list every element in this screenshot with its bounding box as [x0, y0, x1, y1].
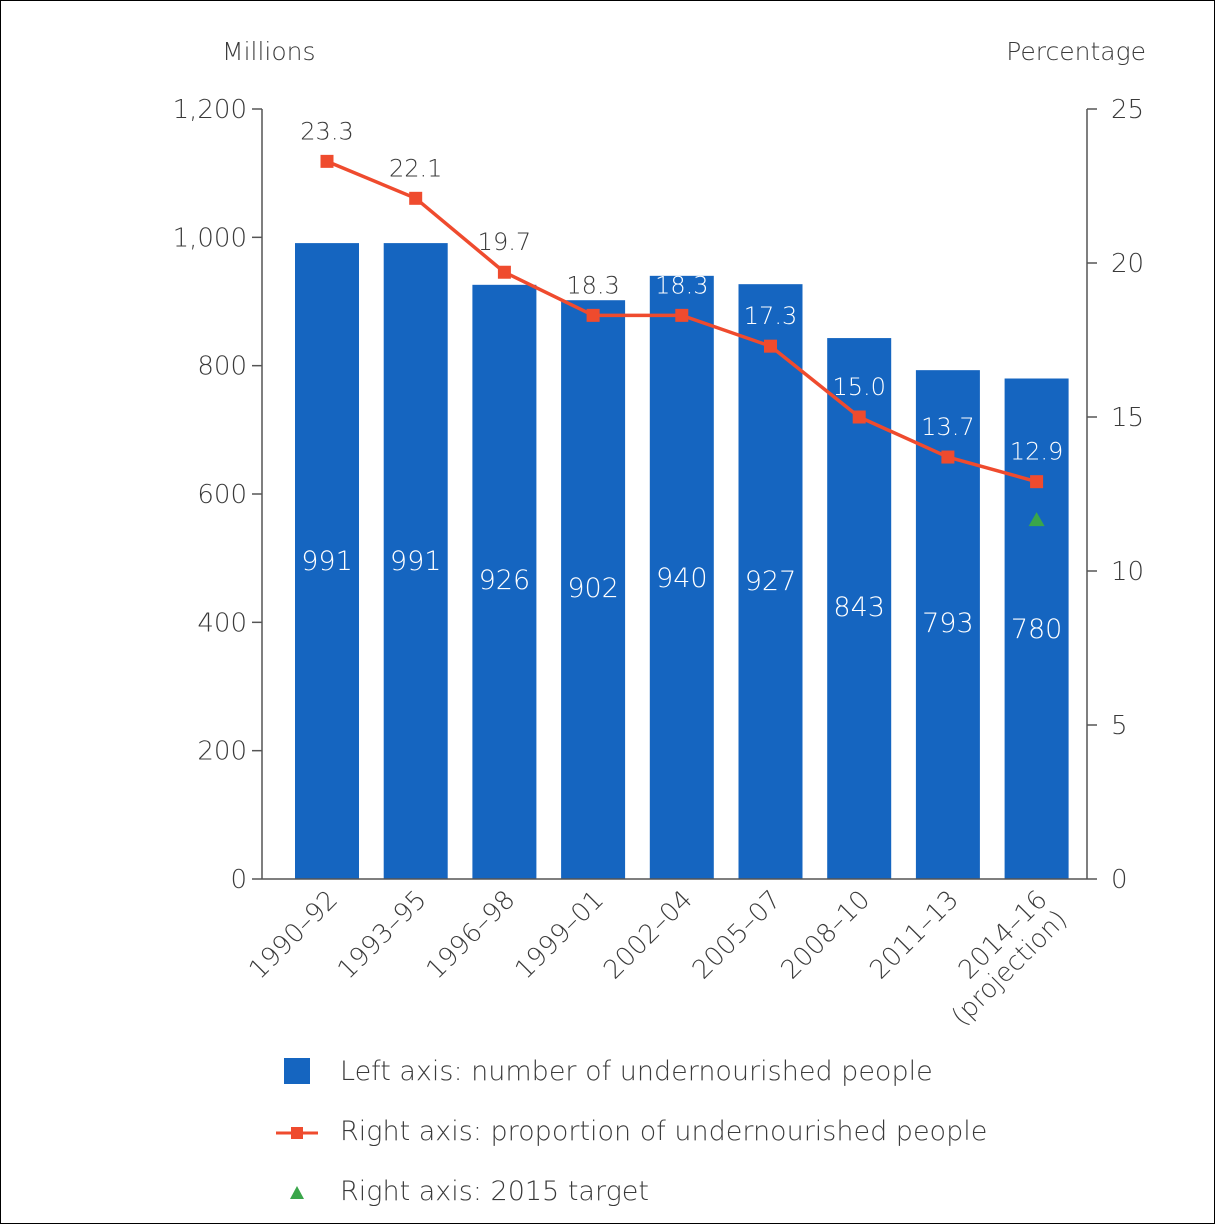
- x-axis-category-label: 1990–92: [243, 885, 344, 986]
- right-axis-tick-label: 15: [1111, 403, 1144, 433]
- legend-target-label: Right axis: 2015 target: [340, 1176, 649, 1207]
- bar-value-label: 927: [745, 566, 797, 597]
- proportion-value-label: 17.3: [744, 302, 797, 330]
- bar: [383, 243, 448, 879]
- proportion-value-label: 19.7: [478, 228, 531, 256]
- bars-group: [295, 243, 1069, 880]
- bar: [738, 284, 803, 879]
- x-axis-category-label-line: 1990–92: [243, 885, 344, 986]
- proportion-point: [764, 339, 777, 353]
- x-axis-category-label-line: 1999–01: [509, 885, 610, 986]
- proportion-value-label: 15.0: [832, 373, 885, 401]
- proportion-point: [320, 154, 334, 168]
- x-axis-category-label-line: 2008–10: [776, 885, 877, 986]
- x-axis-category-label: 1996–98: [421, 885, 522, 986]
- left-axis-title: Millions: [222, 37, 316, 66]
- proportion-point: [1030, 475, 1044, 489]
- legend-bar-label: Left axis: number of undernourished peop…: [340, 1056, 933, 1087]
- left-axis-tick-label: 600: [197, 480, 247, 510]
- line-series-group: [320, 154, 1045, 527]
- right-axis-tick-label: 5: [1111, 711, 1128, 741]
- bar-value-label: 991: [301, 546, 353, 577]
- left-axis-tick-label: 1,000: [173, 223, 247, 253]
- x-axis-category-label: 2005–07: [687, 885, 788, 986]
- x-axis-category-label-line: 2002–04: [598, 885, 699, 986]
- bar-value-label: 780: [1011, 614, 1063, 645]
- right-axis-tick-label: 25: [1111, 95, 1144, 125]
- x-axis-category-label: 2002–04: [598, 885, 699, 986]
- bar-value-label: 940: [656, 563, 708, 594]
- x-axis-category-label: 2008–10: [776, 885, 877, 986]
- legend-bar-swatch: [284, 1058, 310, 1084]
- left-axis-tick-label: 1,200: [173, 95, 247, 125]
- proportion-point: [675, 308, 689, 322]
- proportion-value-label: 22.1: [389, 154, 442, 182]
- right-axis-tick-label: 0: [1111, 865, 1128, 895]
- left-axis-tick-label: 0: [230, 865, 247, 895]
- proportion-value-label: 13.7: [921, 413, 974, 441]
- proportion-value-label: 18.3: [566, 271, 619, 299]
- x-axis-category-label-line: 2005–07: [687, 885, 788, 986]
- proportion-point: [586, 308, 600, 322]
- bar: [1004, 378, 1069, 879]
- x-axis-category-label: 1993–95: [332, 885, 433, 986]
- bar: [472, 284, 537, 880]
- legend-line-marker: [291, 1127, 303, 1139]
- proportion-point: [941, 450, 955, 464]
- value-labels-group: 991 991 926 902 940 927 843 793 780 23.3 22.1 19.7 1…: [300, 117, 1063, 645]
- proportion-point: [852, 410, 866, 424]
- right-axis-tick-label: 10: [1111, 557, 1144, 587]
- proportion-value-label: 12.9: [1010, 438, 1063, 466]
- right-axis-tick-label: 20: [1111, 249, 1144, 279]
- bar: [561, 300, 626, 879]
- x-axis-category-label: 1999–01: [509, 885, 610, 986]
- proportion-value-label: 18.3: [655, 271, 708, 299]
- proportion-value-label: 23.3: [300, 117, 353, 145]
- target-marker: [1028, 512, 1045, 527]
- left-axis-tick-label: 400: [197, 608, 247, 638]
- x-axis-category-label-line: 1993–95: [332, 885, 433, 986]
- bar: [295, 243, 359, 879]
- x-axis-category-label: 2011–13: [864, 885, 965, 986]
- right-axis-title: Percentage: [1006, 37, 1146, 66]
- bar-value-label: 991: [390, 546, 442, 577]
- legend: Left axis: number of undernourished peop…: [276, 1056, 987, 1207]
- legend-target-marker: [290, 1186, 304, 1199]
- bar: [649, 275, 714, 879]
- bar-value-label: 793: [922, 608, 974, 639]
- x-axis-category-label-line: 2011–13: [864, 885, 965, 986]
- bar-value-label: 843: [833, 592, 885, 623]
- left-axis-tick-label: 800: [197, 352, 247, 382]
- bar-value-label: 902: [567, 573, 619, 604]
- legend-line-label: Right axis: proportion of undernourished…: [340, 1116, 987, 1147]
- left-axis-tick-label: 200: [197, 737, 247, 767]
- bar-value-label: 926: [479, 565, 531, 596]
- x-axis-category-label-line: 1996–98: [421, 885, 522, 986]
- proportion-point: [409, 191, 423, 205]
- proportion-point: [497, 265, 511, 279]
